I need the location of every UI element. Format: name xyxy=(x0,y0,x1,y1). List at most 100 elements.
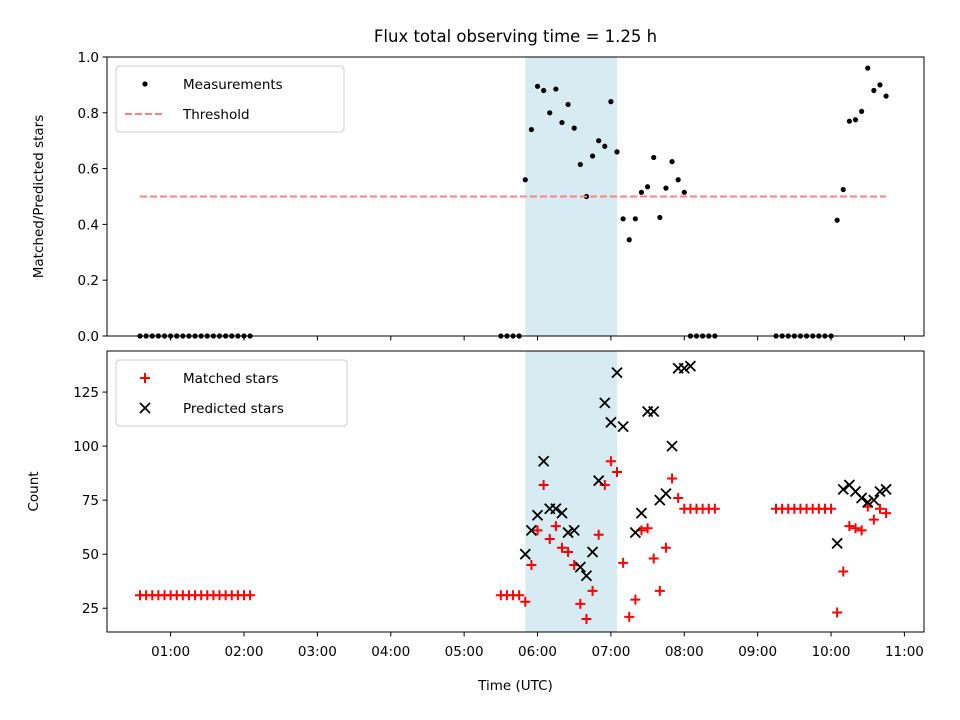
y-tick-label: 50 xyxy=(82,547,99,563)
data-point xyxy=(563,547,574,558)
data-point xyxy=(856,525,867,536)
data-point xyxy=(532,525,543,536)
data-point xyxy=(531,509,544,521)
data-point xyxy=(826,503,837,514)
data-point xyxy=(880,483,892,495)
data-point xyxy=(675,177,681,183)
x-tick-label: 06:00 xyxy=(518,644,557,660)
data-point xyxy=(514,590,525,601)
data-point xyxy=(577,161,583,168)
panel-1: 0.0 0.2 0.4 0.6 0.8 1.0 Matched/Predicted star… xyxy=(31,27,925,345)
data-point xyxy=(648,553,659,564)
x-tick-label: 08:00 xyxy=(665,644,704,660)
data-point xyxy=(580,570,593,582)
axes-frame xyxy=(106,350,925,633)
data-point xyxy=(642,523,653,534)
data-point xyxy=(618,557,629,568)
data-point xyxy=(547,110,553,116)
y-tick-label: 1.0 xyxy=(78,50,99,66)
y-tick-label: 0.0 xyxy=(78,329,99,345)
data-point xyxy=(669,159,675,165)
data-point xyxy=(624,611,635,622)
series-matched-stars xyxy=(135,456,892,625)
data-point xyxy=(684,360,697,372)
x-tick-label: 05:00 xyxy=(445,644,484,660)
data-point xyxy=(565,101,571,108)
data-point xyxy=(629,526,641,539)
legend-marker xyxy=(139,402,151,414)
data-point xyxy=(673,492,684,503)
y-tick-label: 0.2 xyxy=(78,273,99,289)
x-tick-label: 09:00 xyxy=(738,644,777,660)
data-point xyxy=(605,416,617,428)
data-point xyxy=(245,590,256,601)
data-point xyxy=(832,607,843,618)
data-point xyxy=(630,594,641,605)
data-point xyxy=(852,117,859,123)
data-point xyxy=(877,82,883,88)
data-point xyxy=(553,86,559,92)
data-point xyxy=(874,485,886,498)
legend-label: Predicted stars xyxy=(183,401,284,417)
data-point xyxy=(654,585,665,596)
data-point xyxy=(831,537,843,550)
legend-marker xyxy=(142,81,148,87)
data-point xyxy=(556,507,568,519)
y-tick-label: 0.6 xyxy=(78,162,99,178)
y-tick-label: 25 xyxy=(82,601,99,617)
data-point xyxy=(599,480,610,491)
data-point xyxy=(651,154,657,161)
data-point xyxy=(528,126,534,133)
data-point xyxy=(648,405,660,418)
data-point xyxy=(883,93,889,99)
data-point xyxy=(620,216,626,222)
data-point xyxy=(667,473,678,484)
data-point xyxy=(605,456,616,467)
legend-label: Matched stars xyxy=(183,371,279,387)
data-point xyxy=(519,548,531,560)
data-point xyxy=(559,119,565,126)
legend: Matched stars Predicted stars xyxy=(115,359,348,427)
data-point xyxy=(840,186,846,193)
legend-box xyxy=(115,359,348,427)
data-point xyxy=(626,237,632,243)
y-tick-label: 0.8 xyxy=(78,106,99,122)
data-point xyxy=(599,397,611,409)
data-point xyxy=(868,514,879,525)
data-point xyxy=(635,507,648,519)
data-point xyxy=(538,480,549,491)
data-point xyxy=(660,488,672,500)
data-point xyxy=(544,534,555,545)
data-point xyxy=(657,214,663,221)
legend-box xyxy=(115,65,345,133)
data-point xyxy=(632,216,638,222)
data-point xyxy=(859,108,865,115)
data-point xyxy=(608,99,614,105)
legend: Measurements Threshold xyxy=(115,65,345,133)
data-point xyxy=(844,521,855,532)
legend-marker xyxy=(140,373,150,383)
chart-title: Flux total observing time = 1.25 h xyxy=(374,27,657,46)
data-point xyxy=(593,475,605,487)
data-point xyxy=(666,440,678,452)
data-point xyxy=(837,483,849,495)
data-point xyxy=(574,561,586,573)
x-tick-label: 07:00 xyxy=(591,644,630,660)
data-point xyxy=(541,87,547,94)
series-predicted-stars xyxy=(519,360,892,582)
data-point xyxy=(587,585,598,596)
data-point xyxy=(550,521,561,532)
y-axis-label: Count xyxy=(26,471,42,511)
data-point xyxy=(874,503,885,514)
y-tick-label: 100 xyxy=(73,439,99,455)
data-point xyxy=(526,559,537,570)
data-point xyxy=(846,118,852,124)
data-point xyxy=(881,508,892,519)
data-point xyxy=(522,177,528,183)
y-tick-label: 0.4 xyxy=(78,217,99,233)
x-axis-label: Time (UTC) xyxy=(477,678,553,694)
data-point xyxy=(614,149,620,155)
data-point xyxy=(850,523,861,534)
data-point xyxy=(834,217,840,223)
data-point xyxy=(681,189,687,195)
